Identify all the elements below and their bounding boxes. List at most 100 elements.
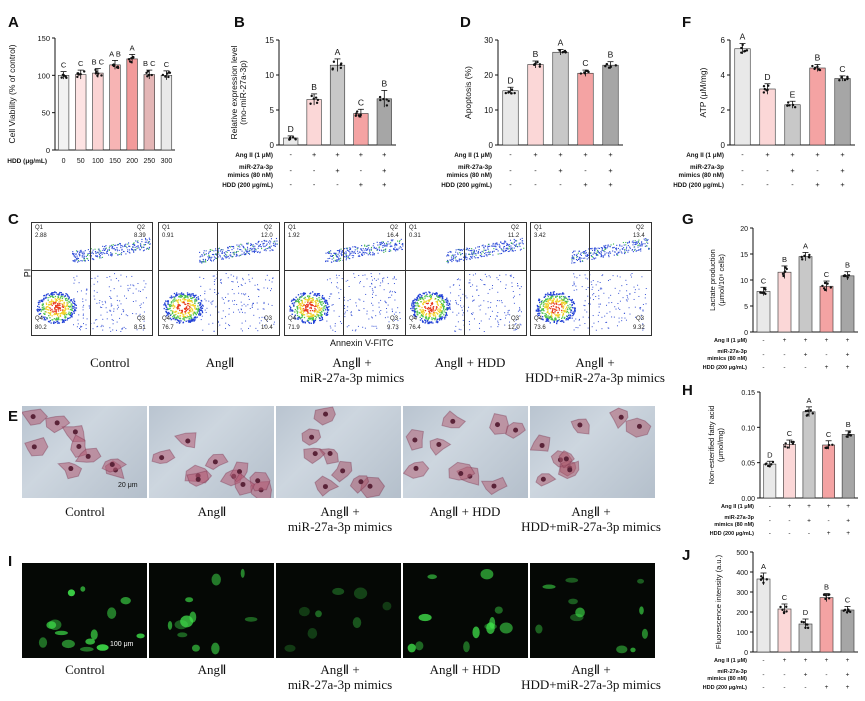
flow-event	[207, 256, 209, 258]
flow-event	[558, 316, 560, 319]
flow-event	[435, 312, 438, 314]
flow-event	[445, 313, 448, 315]
flow-event	[536, 304, 539, 307]
treatment-angii-sign: +	[533, 150, 537, 159]
fluorescence-i-hdd	[403, 563, 528, 658]
flow-event	[37, 305, 39, 308]
flow-event	[44, 311, 46, 313]
flow-event	[587, 278, 589, 280]
flow-event	[579, 253, 582, 255]
flow-event	[422, 320, 424, 323]
treatment-angii-sign: +	[359, 150, 363, 159]
flow-event	[555, 315, 557, 317]
flow-event	[199, 259, 201, 261]
data-point	[813, 67, 816, 71]
treatment-mimics-sign: -	[313, 166, 316, 175]
flow-event	[609, 246, 611, 248]
treatment-mimics-sign: +	[335, 166, 339, 175]
flow-event	[133, 249, 135, 251]
flow-event	[606, 252, 608, 254]
flow-event	[573, 329, 575, 331]
flow-event	[540, 310, 542, 312]
flow-event	[274, 240, 276, 242]
flow-event	[417, 305, 420, 308]
flow-event	[64, 316, 67, 318]
flow-event	[325, 305, 327, 307]
flow-event	[519, 249, 521, 251]
flow-event	[468, 253, 470, 255]
flow-event	[243, 293, 245, 295]
flow-event	[446, 304, 448, 306]
flow-event	[550, 305, 552, 308]
flow-event	[183, 297, 185, 299]
flow-event	[584, 252, 586, 254]
flow-event	[307, 315, 310, 317]
data-point	[291, 136, 295, 139]
flow-event	[644, 243, 646, 245]
flow-event	[334, 330, 336, 332]
flow-event	[370, 249, 372, 251]
fluorescent-cell	[639, 606, 644, 615]
flow-event	[139, 305, 141, 307]
flow-plot: Q1 3.42 Q2 13.4 Q4 73.6 Q3 9.32	[530, 222, 652, 336]
flow-event	[110, 279, 112, 281]
flow-event	[57, 297, 59, 299]
flow-event	[45, 306, 48, 308]
flow-event	[253, 314, 255, 316]
flow-event	[512, 290, 514, 292]
data-point	[558, 49, 561, 52]
flow-event	[163, 304, 165, 306]
flow-event	[556, 301, 558, 303]
flow-event	[517, 282, 519, 284]
flow-event	[179, 295, 181, 297]
flow-event	[420, 296, 423, 298]
flow-event	[90, 285, 92, 287]
flow-event	[599, 252, 601, 254]
flow-event	[553, 293, 555, 296]
flow-event	[87, 249, 89, 251]
flow-event	[190, 297, 192, 299]
significance-letter: C	[78, 59, 84, 68]
treatment-angii-sign: +	[804, 337, 808, 344]
flow-event	[411, 303, 413, 305]
flow-event	[556, 322, 558, 325]
flow-event	[346, 310, 348, 312]
flow-event	[501, 302, 503, 304]
flow-event	[459, 279, 461, 281]
flow-event	[564, 316, 566, 319]
data-point	[745, 49, 749, 52]
flow-event	[186, 317, 188, 319]
flow-event	[382, 241, 384, 243]
flow-event	[575, 258, 578, 261]
flow-event	[421, 310, 424, 313]
flow-event	[327, 251, 330, 253]
fluorescent-cell	[185, 597, 194, 603]
flow-event	[578, 319, 580, 321]
panel-letter-e: E	[8, 408, 19, 425]
flow-event	[55, 298, 58, 301]
flow-event	[200, 285, 202, 287]
treatment-mimics-label: miR-27a-3p	[717, 349, 747, 355]
flow-event	[80, 290, 82, 292]
flow-event	[114, 273, 116, 275]
flow-event	[49, 317, 51, 319]
flow-event	[571, 262, 573, 264]
flow-event	[166, 308, 169, 311]
flow-event	[129, 287, 131, 289]
flow-event	[251, 277, 253, 279]
flow-event	[200, 300, 203, 302]
flow-event	[310, 300, 312, 302]
flow-event	[272, 244, 275, 246]
flow-event	[551, 299, 553, 302]
flow-event	[513, 295, 515, 297]
flow-event	[303, 309, 305, 312]
flow-event	[359, 281, 361, 283]
flow-event	[425, 291, 427, 294]
flow-event	[259, 243, 261, 246]
bar	[802, 411, 816, 499]
flow-event	[480, 255, 482, 257]
flow-event	[505, 287, 507, 289]
flow-event	[323, 298, 325, 300]
flow-event	[301, 308, 304, 310]
treatment-hdd-label: HDD (200 μg/mL)	[703, 365, 747, 371]
